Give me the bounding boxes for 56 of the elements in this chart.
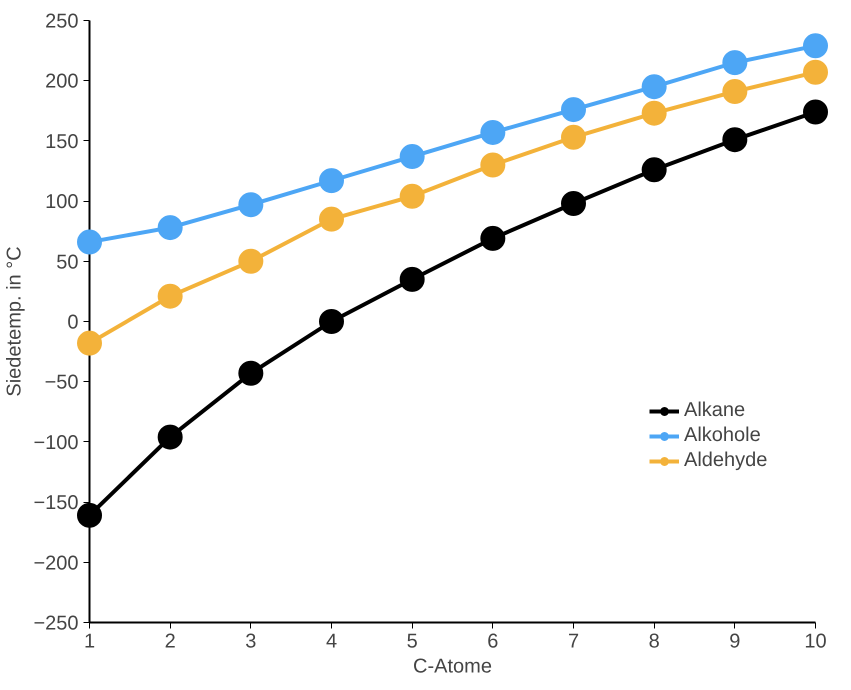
x-tick-label: 7 xyxy=(568,630,580,652)
x-axis-title: C-Atome xyxy=(413,656,492,678)
point xyxy=(642,157,667,182)
x-tick-label: 3 xyxy=(245,630,256,652)
y-tick-label: 200 xyxy=(45,70,79,93)
point xyxy=(400,266,425,292)
point xyxy=(803,33,828,58)
y-tick-label: 250 xyxy=(45,10,79,32)
x-tick-label: 5 xyxy=(406,630,418,652)
y-tick-label: −250 xyxy=(33,612,79,634)
point xyxy=(400,144,425,170)
point xyxy=(480,226,506,251)
y-axis-title: Siedetemp. in °C xyxy=(3,246,26,397)
y-tick-label: 0 xyxy=(67,312,78,334)
legend-label: Alkane xyxy=(684,399,746,422)
point xyxy=(561,124,586,150)
point xyxy=(561,191,586,216)
point xyxy=(319,168,344,194)
y-tick-label: −200 xyxy=(33,552,79,574)
x-tick-label: 10 xyxy=(804,630,827,652)
point xyxy=(158,284,183,309)
x-tick-label: 9 xyxy=(729,630,740,652)
point xyxy=(77,330,102,356)
y-tick-label: −50 xyxy=(44,372,79,394)
point xyxy=(77,502,102,528)
point xyxy=(803,60,828,85)
legend-label: Alkohole xyxy=(684,424,761,447)
y-tick-label: −100 xyxy=(33,432,79,454)
x-tick-label: 2 xyxy=(164,630,176,652)
y-tick-label: 50 xyxy=(56,251,79,274)
x-tick-label: 8 xyxy=(648,630,660,652)
point xyxy=(400,184,425,209)
point xyxy=(561,97,586,122)
point xyxy=(158,215,183,240)
x-tick-label: 1 xyxy=(84,630,96,652)
legend-label: Aldehyde xyxy=(684,449,768,472)
y-tick-label: 100 xyxy=(45,191,79,214)
point xyxy=(238,360,264,386)
x-tick-label: 4 xyxy=(326,630,338,652)
point xyxy=(319,309,344,334)
point xyxy=(722,50,748,76)
point xyxy=(642,74,667,100)
point xyxy=(238,248,264,274)
point xyxy=(803,100,828,124)
y-tick-label: 150 xyxy=(45,130,79,153)
point xyxy=(642,100,667,126)
point xyxy=(722,79,748,104)
point xyxy=(722,127,748,152)
point xyxy=(480,120,506,145)
point xyxy=(77,230,102,255)
x-tick-label: 6 xyxy=(487,630,498,652)
y-tick-label: −150 xyxy=(33,492,79,514)
point xyxy=(158,424,183,450)
point xyxy=(480,152,506,178)
point xyxy=(238,192,264,218)
point xyxy=(319,206,344,232)
